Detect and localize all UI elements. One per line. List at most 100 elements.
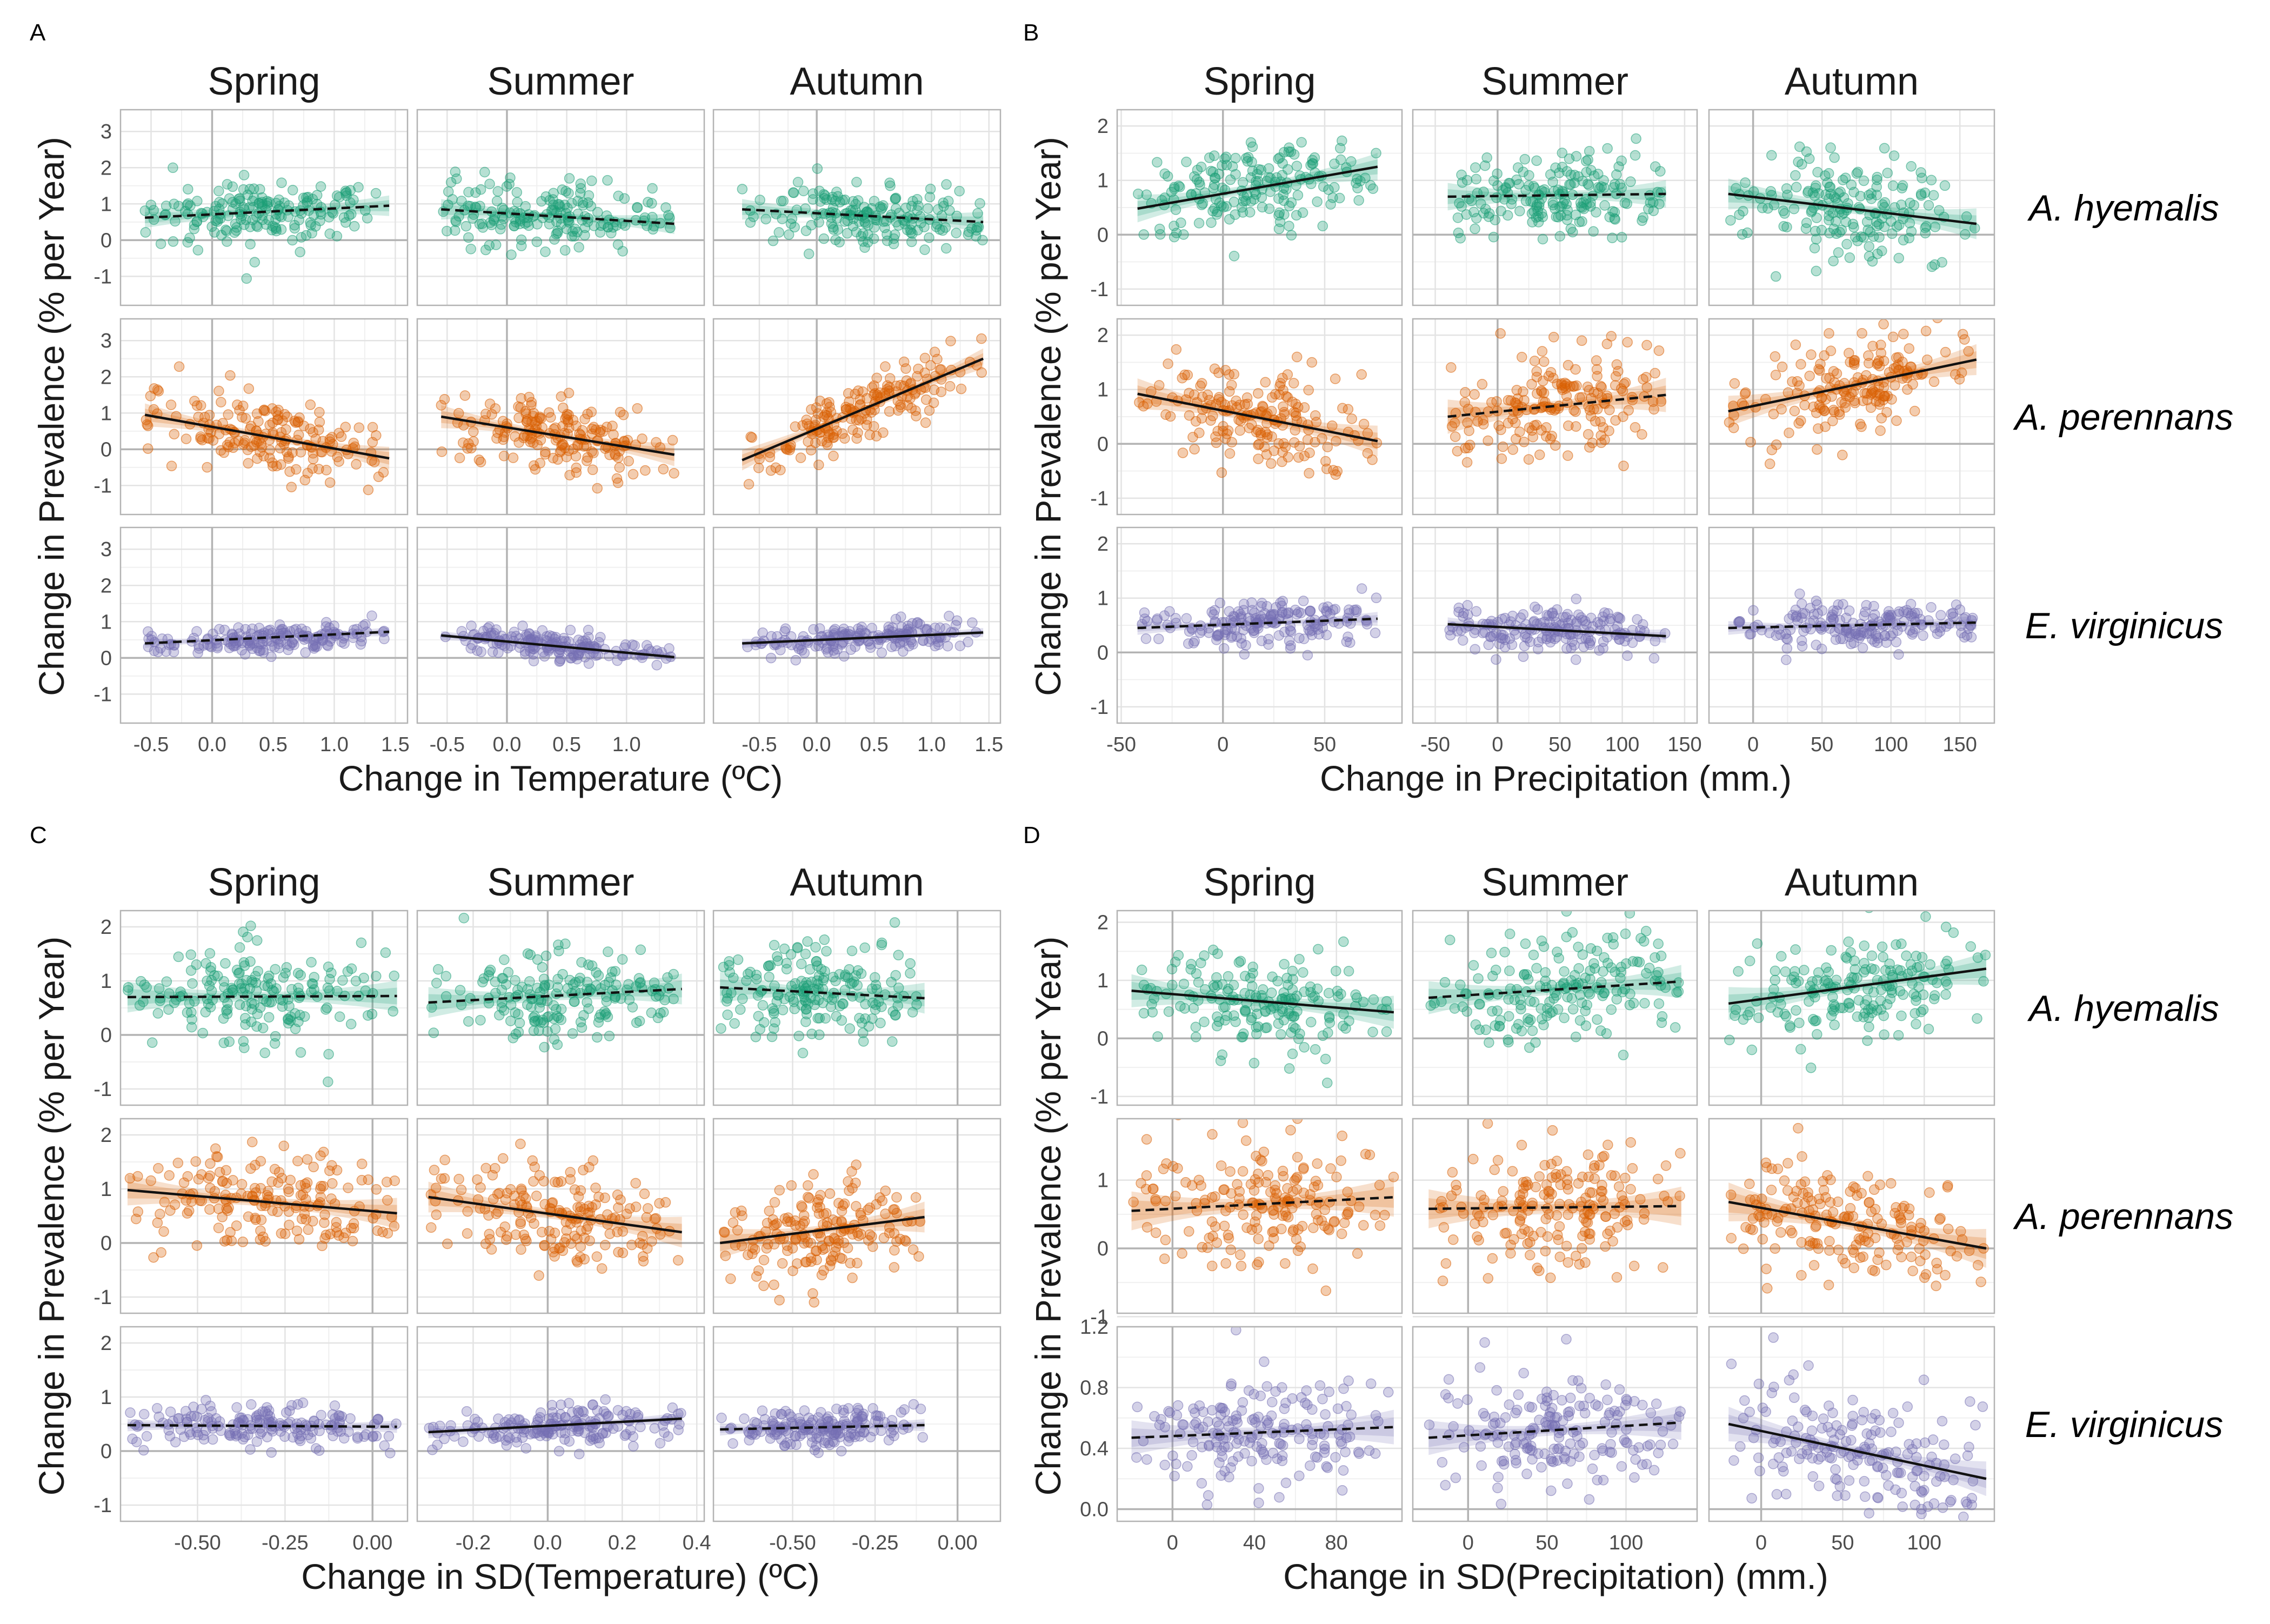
data-point (828, 222, 838, 232)
data-point (299, 421, 309, 431)
data-point (1612, 360, 1621, 370)
data-point (1926, 175, 1936, 185)
data-point (1791, 171, 1800, 181)
data-point (1341, 637, 1351, 646)
data-point (232, 1221, 242, 1231)
data-point (565, 975, 575, 985)
data-point (576, 1186, 585, 1195)
data-point (1650, 369, 1660, 378)
data-point (571, 467, 581, 477)
data-point (1600, 201, 1610, 210)
data-point (1792, 377, 1802, 386)
data-point (153, 1008, 163, 1018)
x-tick-label: -0.5 (133, 733, 169, 756)
data-point (1820, 406, 1830, 416)
data-point (557, 636, 566, 646)
data-point (325, 229, 335, 239)
data-point (183, 237, 192, 247)
data-point (229, 641, 239, 651)
data-point (576, 1242, 585, 1252)
data-point (1532, 156, 1541, 165)
data-point (1894, 352, 1904, 362)
data-point (1875, 426, 1885, 436)
data-point (1892, 416, 1901, 425)
data-point (1820, 422, 1830, 432)
data-point (1227, 380, 1237, 390)
data-point (1294, 633, 1304, 643)
data-point (809, 1169, 818, 1179)
y-tick-label: 1 (101, 193, 112, 216)
y-tick-label: 2 (1097, 533, 1109, 556)
data-point (1190, 636, 1199, 646)
data-point (853, 624, 863, 633)
data-point (847, 1273, 857, 1283)
data-point (1598, 423, 1608, 432)
data-point (546, 412, 556, 422)
y-tick-label: -1 (1090, 278, 1109, 301)
data-point (500, 1222, 510, 1232)
data-point (1524, 170, 1534, 180)
data-point (845, 1024, 854, 1033)
data-point (1890, 151, 1899, 161)
data-point (736, 1005, 745, 1014)
data-point (859, 1037, 869, 1046)
data-point (630, 640, 639, 650)
data-point (1585, 146, 1594, 156)
data-point (286, 482, 296, 492)
data-point (1274, 224, 1284, 233)
data-point (1780, 209, 1790, 218)
data-point (878, 201, 888, 210)
data-point (819, 234, 829, 244)
y-tick-label: 3 (101, 121, 112, 143)
data-point (796, 453, 806, 463)
data-point (536, 413, 546, 423)
data-point (1304, 385, 1313, 395)
data-point (281, 1229, 290, 1239)
data-point (329, 621, 339, 631)
data-point (328, 1179, 337, 1188)
data-point (541, 951, 551, 961)
data-point (214, 386, 224, 396)
data-point (639, 1189, 649, 1199)
data-point (640, 466, 650, 476)
data-point (573, 1202, 583, 1212)
data-point (1190, 444, 1199, 454)
data-point (912, 371, 922, 381)
data-point (296, 1047, 305, 1057)
data-point (1921, 326, 1931, 336)
data-point (537, 197, 546, 206)
data-point (443, 1239, 452, 1248)
data-point (825, 1189, 835, 1199)
data-point (553, 940, 563, 950)
x-axis-title: Change in SD(Temperature) (ºC) (301, 1556, 819, 1596)
data-point (1139, 608, 1149, 618)
x-tick-label: 100 (1605, 733, 1639, 756)
data-point (1888, 332, 1898, 342)
data-point (1307, 357, 1317, 367)
data-point (1273, 154, 1283, 164)
data-point (166, 400, 176, 410)
data-point (215, 197, 224, 207)
data-point (978, 235, 987, 245)
data-point (1845, 253, 1854, 263)
data-point (268, 404, 277, 413)
data-point (764, 1206, 774, 1216)
data-point (1872, 175, 1882, 185)
x-tick-label: 1.0 (320, 733, 349, 756)
data-point (890, 918, 900, 927)
data-point (1958, 307, 1967, 317)
data-point (1196, 381, 1205, 391)
data-point (512, 197, 522, 207)
data-point (324, 1050, 333, 1059)
data-point (232, 226, 242, 236)
data-point (886, 977, 896, 987)
data-point (759, 1281, 769, 1291)
data-point (837, 1015, 846, 1025)
data-point (1899, 329, 1908, 339)
facet (1117, 527, 1402, 723)
data-point (373, 472, 383, 482)
data-point (1611, 380, 1620, 390)
data-point (723, 1010, 732, 1020)
data-point (485, 399, 495, 409)
data-point (604, 1031, 614, 1041)
